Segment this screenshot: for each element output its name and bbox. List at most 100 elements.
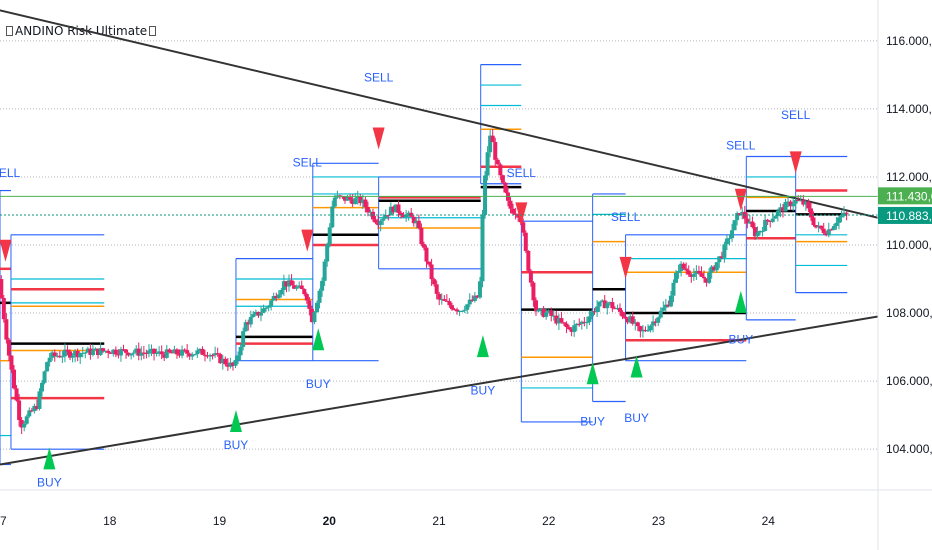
candle: [60, 351, 65, 364]
candle-body: [404, 214, 409, 218]
candle-body: [261, 308, 266, 313]
candle-body: [750, 221, 755, 228]
candle-body: [52, 352, 57, 356]
candle: [108, 351, 113, 354]
candle-body: [205, 355, 210, 357]
candle-body: [752, 227, 757, 237]
candle: [539, 308, 544, 316]
candle: [638, 325, 643, 338]
candle-body: [722, 244, 727, 258]
candle: [745, 213, 750, 229]
candle: [411, 214, 416, 227]
time-axis[interactable]: 17 18 19 20 21 22 23 24: [0, 514, 775, 528]
candle: [824, 230, 829, 237]
y-tick-label: 114.000,00: [886, 102, 932, 116]
candle-body: [34, 405, 39, 409]
candle-body: [129, 353, 134, 356]
candle: [187, 352, 192, 360]
candle-body: [546, 310, 551, 313]
candle-body: [630, 316, 635, 324]
candle-body: [798, 200, 803, 202]
candle: [730, 223, 735, 243]
candle-body: [775, 210, 780, 217]
candle: [434, 280, 439, 300]
candle-body: [159, 351, 164, 355]
candle: [567, 325, 572, 331]
candle: [172, 345, 177, 354]
buy-arrow-icon: [734, 290, 747, 313]
candle: [724, 234, 729, 251]
candle-body: [113, 349, 118, 355]
candle-body: [584, 322, 589, 324]
candle-body: [449, 305, 454, 310]
candle-body: [582, 321, 587, 323]
candle-body: [595, 306, 600, 313]
buy-label: BUY: [471, 384, 496, 398]
candle: [146, 344, 151, 358]
candle-body: [401, 215, 406, 218]
price-axis[interactable]: 104.000,00 106.000,00 108.000,00 110.000,00…: [886, 34, 932, 456]
candle-body: [223, 358, 228, 365]
candle: [68, 349, 73, 361]
candle-body: [22, 423, 27, 428]
candle: [783, 198, 788, 212]
candle: [266, 304, 271, 312]
candle: [274, 292, 279, 302]
candle-body: [836, 217, 841, 223]
candle: [302, 288, 307, 297]
candle: [602, 295, 607, 309]
candle-body: [816, 225, 821, 228]
candle: [452, 308, 457, 311]
candle: [709, 264, 714, 279]
candle: [83, 351, 88, 359]
candle-body: [320, 280, 325, 291]
candle-body: [643, 329, 648, 331]
candle-body: [388, 206, 393, 216]
candle: [531, 281, 536, 307]
candle: [646, 324, 651, 332]
candle-body: [607, 302, 612, 304]
candle: [607, 301, 612, 306]
candle-body: [292, 285, 297, 289]
candle-body: [421, 244, 426, 248]
candle: [689, 272, 694, 283]
candle-body: [103, 350, 108, 352]
candle: [719, 251, 724, 260]
candle: [556, 313, 561, 331]
x-tick-label: 22: [542, 514, 556, 528]
candle: [500, 174, 505, 185]
candle-body: [414, 220, 419, 224]
candle: [404, 209, 409, 222]
candle-body: [269, 300, 274, 307]
candle: [668, 291, 673, 308]
buy-arrow-icon: [630, 355, 643, 378]
candle: [577, 318, 582, 327]
candle-body: [651, 321, 656, 326]
candle-body: [55, 355, 60, 357]
trendline: [0, 315, 878, 466]
candle: [256, 311, 261, 319]
green-level-badge: 111.430,00: [878, 187, 932, 205]
x-tick-label: 23: [652, 514, 666, 528]
candle-body: [281, 281, 286, 291]
candle-body: [829, 229, 834, 231]
candle: [14, 385, 19, 402]
candle: [174, 348, 179, 359]
candle: [773, 214, 778, 219]
candle-body: [462, 309, 467, 311]
candle: [584, 316, 589, 329]
candle: [465, 303, 470, 314]
candle-body: [62, 349, 67, 357]
candle-body: [276, 294, 281, 299]
candle: [717, 256, 722, 269]
candle: [592, 307, 597, 315]
candle-body: [579, 321, 584, 324]
candle-body: [228, 362, 233, 367]
candle: [17, 394, 22, 427]
candle: [406, 210, 411, 221]
candle-body: [444, 300, 449, 302]
indicator-title[interactable]: ANDINO Risk Ultimate: [4, 24, 158, 38]
candle: [195, 347, 200, 358]
candle-body: [516, 214, 521, 218]
